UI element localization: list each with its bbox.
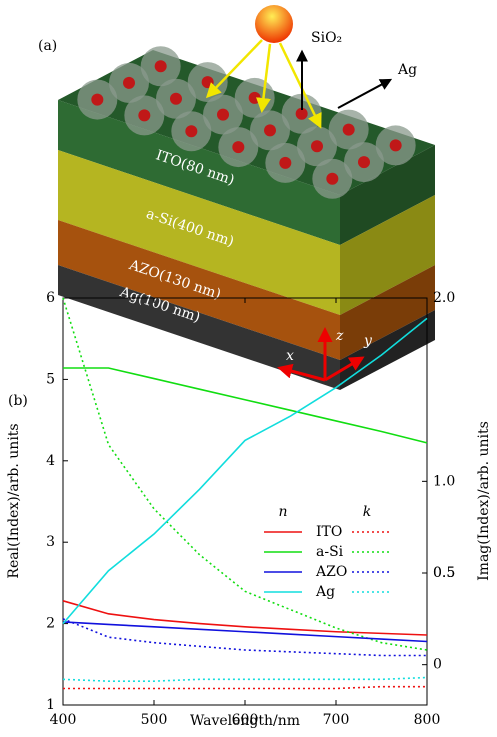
ag-label: Ag [397, 62, 417, 78]
line-k [63, 678, 427, 682]
sphere-core [123, 77, 135, 89]
x-tick-label: 600 [232, 712, 259, 728]
ag-arrow [338, 80, 390, 108]
y-tick-label: 6 [46, 290, 55, 306]
axis-x: x [286, 348, 294, 364]
sphere-core [138, 109, 150, 121]
y-tick-label: 5 [46, 371, 55, 387]
device-diagram: (a) ITO(80 nm) a-Si(400 nm) AZO(130 nm) … [38, 5, 435, 390]
x-tick-label: 700 [323, 712, 350, 728]
legend-header: k [363, 504, 371, 520]
sphere-core [232, 141, 244, 153]
legend-label: Ag [315, 584, 335, 600]
sphere-core [185, 125, 197, 137]
y-tick-label: 4 [46, 453, 55, 469]
page: {"diagram": {"panel_label": "(a)", "sio2… [0, 0, 497, 733]
sphere-core [326, 173, 338, 185]
line-k [63, 687, 427, 689]
y2-tick-label: 0.5 [433, 565, 455, 581]
axis-z: z [335, 328, 344, 344]
sphere-core [249, 92, 261, 104]
axis-y: y [363, 333, 373, 349]
y2-axis-label: Imag(Index)/arb. units [476, 421, 492, 581]
sphere-core [264, 124, 276, 136]
sun [255, 5, 293, 43]
y2-tick-label: 1.0 [433, 473, 455, 489]
sphere-core [170, 93, 182, 105]
x-tick-label: 800 [414, 712, 441, 728]
sphere-core [202, 76, 214, 88]
panel-label: (a) [38, 38, 57, 54]
x-tick-label: 500 [141, 712, 168, 728]
sphere-core [155, 60, 167, 72]
legend-header: n [278, 504, 287, 520]
figure: (a) ITO(80 nm) a-Si(400 nm) AZO(130 nm) … [0, 0, 497, 733]
sphere-core [311, 140, 323, 152]
legend-label: AZO [315, 564, 347, 580]
y2-tick-label: 2.0 [433, 290, 455, 306]
sphere-core [217, 109, 229, 121]
y-tick-label: 3 [46, 534, 55, 550]
legend-label: a-Si [316, 544, 344, 560]
y-axis-label: Real(Index)/arb. units [6, 423, 22, 578]
sphere-core [343, 124, 355, 136]
sphere-core [91, 94, 103, 106]
y-tick-label: 1 [46, 697, 55, 713]
sio2-label: SiO₂ [311, 30, 342, 46]
sphere-core [279, 157, 291, 169]
legend-label: ITO [316, 524, 342, 540]
x-tick-label: 400 [50, 712, 77, 728]
y-tick-label: 2 [46, 616, 55, 632]
line-n [63, 622, 427, 642]
sphere-core [358, 156, 370, 168]
panel-label: (b) [8, 393, 28, 409]
line-n [63, 368, 427, 443]
line-n [63, 601, 427, 635]
y2-tick-label: 0 [433, 657, 442, 673]
sphere-core [390, 139, 402, 151]
